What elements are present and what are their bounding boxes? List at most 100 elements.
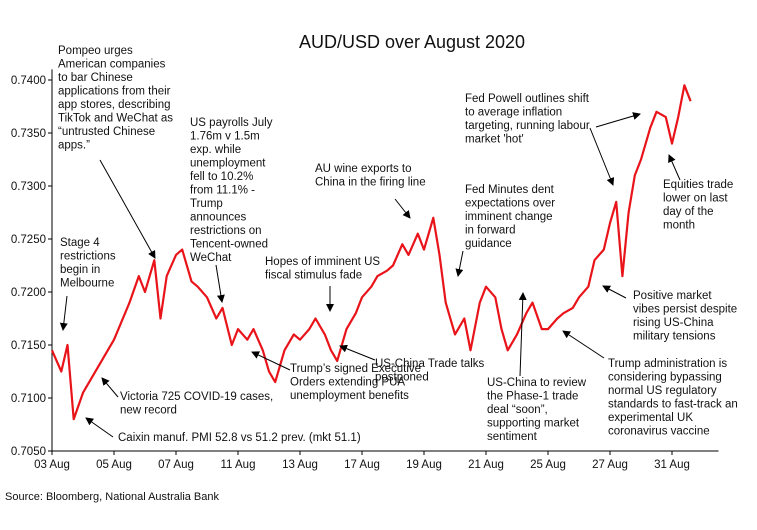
x-tick-label: 17 Aug	[344, 459, 380, 471]
annotation-text: the Phase-1 trade	[487, 391, 578, 403]
annotation-text: fell to 10.2%	[190, 171, 253, 183]
annotation-text: vibes persist despite	[633, 304, 737, 316]
annotation-text: rising US-China	[633, 317, 714, 329]
annotation-text: begin in	[60, 264, 100, 276]
annotation-arrow	[99, 159, 156, 259]
annotation-text: sentiment	[487, 431, 538, 443]
annotation-text: unemployment benefits	[290, 390, 409, 402]
y-tick-label: 0.7200	[11, 287, 46, 299]
annotation-text: new record	[120, 405, 177, 417]
annotation-text: app stores, describing	[58, 99, 171, 111]
annotation-text: market 'hot'	[465, 134, 524, 146]
annotation-text: announces	[190, 212, 247, 224]
annotation-text: to bar Chinese	[58, 72, 133, 84]
annotation-arrow	[85, 417, 114, 438]
x-tick-label: 13 Aug	[282, 459, 318, 471]
annotation-text: “untrusted Chinese	[58, 126, 155, 138]
annotation-text: standards to fast-track an	[608, 399, 738, 411]
annotation-text: US-China Trade talks	[375, 358, 485, 370]
annotation-text: month	[663, 220, 695, 232]
x-tick-label: 25 Aug	[530, 459, 566, 471]
annotation-text: Stage 4	[60, 237, 100, 249]
source: Source: Bloomberg, National Australia Ba…	[5, 491, 220, 503]
annotation-text: in forward	[465, 225, 516, 237]
x-tick-label: 19 Aug	[406, 459, 442, 471]
annotation-text: Tencent-owned	[190, 239, 268, 251]
annotation-text: supporting market	[487, 418, 580, 430]
annotation-text: Equities trade	[663, 179, 733, 191]
annotation-arrow	[518, 292, 527, 377]
annotation-text: considering bypassing	[608, 372, 722, 384]
annotation-arrow	[215, 264, 225, 303]
annotation-text: fiscal stimulus fade	[265, 270, 362, 282]
annotation-text: Trump’s signed Executive	[290, 363, 421, 375]
annotation-text: deal “soon”,	[487, 404, 548, 416]
annotation-text: guidance	[465, 238, 512, 250]
annotation-text: military tensions	[633, 331, 716, 343]
annotation-arrow	[602, 285, 627, 299]
annotation-arrow	[394, 198, 411, 219]
annotation-text: TikTok and WeChat as	[58, 113, 173, 125]
annotation-text: applications from their	[58, 86, 171, 98]
y-tick-label: 0.7250	[11, 234, 46, 246]
annotation-arrow	[589, 127, 615, 186]
annotation-text: to average inflation	[465, 107, 562, 119]
annotation-text: Fed Powell outlines shift	[465, 93, 590, 105]
annotation-text: Orders extending PUA	[290, 377, 405, 389]
annotation-text: normal US regulatory	[608, 385, 717, 397]
annotation-text: Fed Minutes dent	[465, 184, 555, 196]
annotation-text: restrictions	[60, 251, 116, 263]
annotation-text: unemployment	[190, 158, 266, 170]
annotation-arrow	[101, 377, 119, 398]
annotation-text: AU wine exports to	[315, 163, 412, 175]
x-tick-label: 27 Aug	[592, 459, 628, 471]
annotation-text: Trump	[190, 198, 223, 210]
annotation-arrow	[595, 112, 641, 128]
x-tick-label: 07 Aug	[158, 459, 194, 471]
annotation-text: Positive market	[633, 290, 712, 302]
annotation-text: Melbourne	[60, 278, 114, 290]
annotation-arrow	[59, 295, 68, 331]
annotation-text: experimental UK	[608, 412, 693, 424]
annotation-arrow	[251, 351, 291, 371]
annotation-text: Pompeo urges	[58, 45, 133, 57]
annotation-text: from 11.1% -	[190, 185, 255, 197]
annotation-text: postponed	[375, 372, 429, 384]
annotation-text: Victoria 725 COVID-19 cases,	[120, 391, 273, 403]
y-tick-label: 0.7350	[11, 128, 46, 140]
annotation-text: restrictions on	[190, 225, 262, 237]
y-tick-label: 0.7150	[11, 340, 46, 352]
x-tick-label: 31 Aug	[654, 459, 690, 471]
annotation-text: exp. while	[190, 144, 241, 156]
annotation-arrow	[668, 154, 681, 181]
y-tick-label: 0.7300	[11, 181, 46, 193]
x-tick-label: 21 Aug	[468, 459, 504, 471]
chart-title: AUD/USD over August 2020	[299, 32, 525, 52]
annotation-arrow	[562, 330, 605, 359]
annotation-text: expectations over	[465, 198, 555, 210]
annotation-arrow	[339, 344, 376, 361]
annotation-text: China in the firing line	[315, 177, 426, 189]
annotation-text: 1.76m v 1.5m	[190, 131, 260, 143]
annotation-text: Caixin manuf. PMI 52.8 vs 51.2 prev. (mk…	[118, 432, 361, 444]
y-tick-label: 0.7400	[11, 75, 46, 87]
y-tick-label: 0.7050	[11, 446, 46, 458]
annotation-text: Hopes of imminent US	[265, 256, 380, 268]
annotation-text: WeChat	[190, 252, 232, 264]
x-tick-label: 11 Aug	[221, 459, 256, 471]
y-tick-label: 0.7100	[11, 393, 46, 405]
annotation-text: targeting, running labour	[465, 120, 590, 132]
annotation-text: American companies	[58, 59, 166, 71]
annotation-text: lower on last	[663, 193, 728, 205]
annotation-text: Trump administration is	[608, 358, 727, 370]
annotation-text: apps.”	[58, 140, 90, 152]
annotation-text: day of the	[663, 206, 714, 218]
annotation-text: imminent change	[465, 211, 553, 223]
x-tick-label: 03 Aug	[34, 459, 70, 471]
price-line	[50, 84, 692, 421]
annotation-arrow	[455, 250, 464, 277]
annotation-text: coronavirus vaccine	[608, 426, 710, 438]
x-tick-label: 05 Aug	[96, 459, 132, 471]
annotation-text: US-China to review	[487, 377, 587, 389]
